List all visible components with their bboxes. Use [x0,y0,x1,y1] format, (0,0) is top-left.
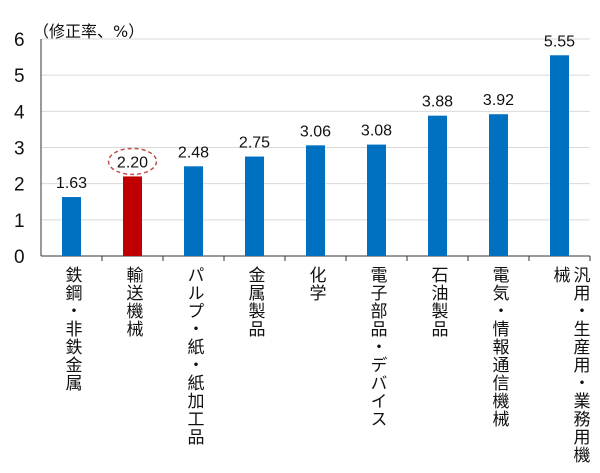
category-label: 汎用・生産用・業務用機械 [549,266,590,464]
category-label: 輸送機械 [122,266,143,338]
y-tick-label: 6 [14,30,25,51]
y-tick-label: 5 [14,66,25,87]
category-label: 金属製品 [244,266,265,338]
y-tick-label: 1 [14,211,25,232]
y-tick-label: 0 [14,247,25,268]
data-label: 5.55 [544,33,575,50]
data-label: 3.06 [300,123,331,140]
y-tick-label: 2 [14,175,25,196]
category-label: 電気・情報通信機械 [488,266,509,428]
bar [367,144,386,256]
bar [428,115,447,256]
category-label: 石油製品 [427,266,448,338]
data-label: 3.08 [361,123,392,140]
data-label: 2.20 [117,154,148,171]
category-label: 電子部品・デバイス [366,266,387,428]
data-label: 2.48 [178,144,209,161]
bar [62,197,81,256]
category-label: パルプ・紙・紙加工品 [183,266,204,446]
highlight-circle [107,147,158,176]
bar [306,145,325,256]
y-tick-label: 4 [14,102,25,123]
data-label: 2.75 [239,135,270,152]
data-label: 1.63 [56,175,87,192]
category-label: 化学 [305,266,326,302]
category-label: 鉄鋼・非鉄金属 [61,266,82,392]
data-label: 3.88 [422,94,453,111]
bar [123,176,142,256]
data-label: 3.92 [483,92,514,109]
bar [489,114,508,256]
bar [245,156,264,256]
bar [184,166,203,256]
y-axis-unit-label: （修正率、%） [33,22,145,41]
y-tick-label: 3 [14,139,25,160]
bar [550,55,569,257]
